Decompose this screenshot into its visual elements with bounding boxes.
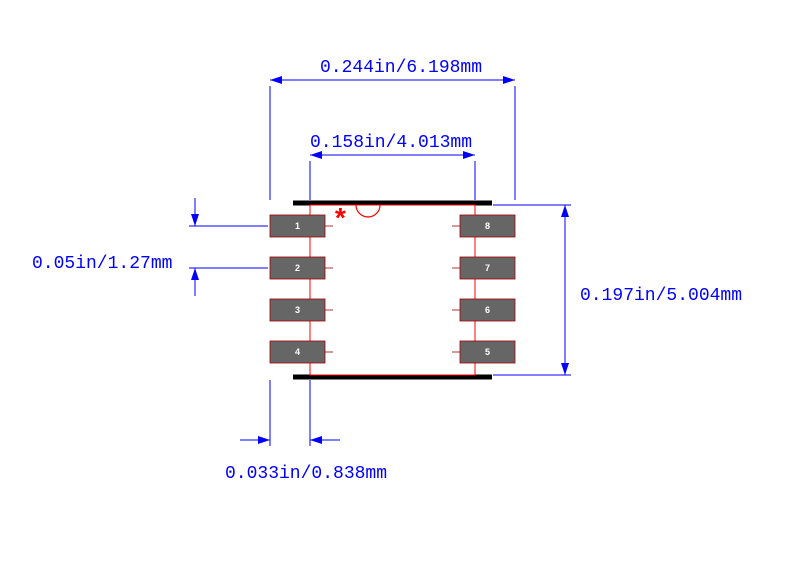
pad-4: 4 [270, 341, 333, 363]
pin-number-5: 5 [485, 347, 490, 357]
pin1-marker: * [332, 206, 349, 237]
pin-number-6: 6 [485, 305, 490, 315]
pin-number-4: 4 [295, 347, 300, 357]
pin-number-2: 2 [295, 263, 300, 273]
outer_width: 0.244in/6.198mm [320, 58, 482, 78]
footprint-drawing: * 1 2 3 4 8 7 6 5 0.244in/6.198mm 0.158in/4.013mm 0… [0, 0, 800, 563]
pad-6: 6 [452, 299, 515, 321]
pin-number-1: 1 [295, 221, 300, 231]
pin-number-3: 3 [295, 305, 300, 315]
pin1-notch [356, 205, 380, 217]
pin-number-7: 7 [485, 263, 490, 273]
pad_pitch: 0.05in/1.27mm [32, 254, 172, 274]
inner_width: 0.158in/4.013mm [310, 133, 472, 153]
pad-1: 1 [270, 215, 333, 237]
height: 0.197in/5.004mm [580, 286, 742, 306]
pad-3: 3 [270, 299, 333, 321]
pad_gap: 0.033in/0.838mm [225, 464, 387, 484]
pad-5: 5 [452, 341, 515, 363]
pin-number-8: 8 [485, 221, 490, 231]
pad-8: 8 [452, 215, 515, 237]
pad-2: 2 [270, 257, 333, 279]
pad-7: 7 [452, 257, 515, 279]
